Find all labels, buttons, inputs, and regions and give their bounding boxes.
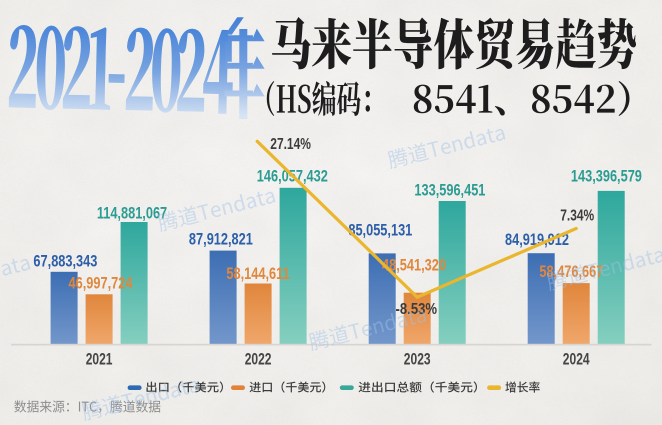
svg-text:67,883,343: 67,883,343 — [33, 253, 97, 271]
svg-text:133,596,451: 133,596,451 — [414, 182, 485, 200]
svg-text:114,881,067: 114,881,067 — [97, 205, 167, 223]
svg-text:2022: 2022 — [245, 351, 272, 369]
svg-text:143,396,579: 143,396,579 — [571, 168, 642, 186]
svg-text:-8.53%: -8.53% — [396, 301, 438, 318]
svg-text:84,919,912: 84,919,912 — [505, 232, 569, 250]
svg-text:2021: 2021 — [86, 351, 113, 369]
svg-text:46,997,724: 46,997,724 — [69, 275, 134, 293]
svg-text:48,541,320: 48,541,320 — [382, 257, 446, 275]
svg-text:2023: 2023 — [404, 351, 431, 369]
svg-text:85,055,131: 85,055,131 — [348, 222, 412, 240]
svg-text:58,144,611: 58,144,611 — [226, 266, 289, 284]
svg-text:27.14%: 27.14% — [270, 134, 311, 152]
svg-text:2024: 2024 — [563, 351, 590, 369]
svg-text:87,912,821: 87,912,821 — [189, 231, 253, 249]
svg-text:7.34%: 7.34% — [560, 206, 594, 224]
